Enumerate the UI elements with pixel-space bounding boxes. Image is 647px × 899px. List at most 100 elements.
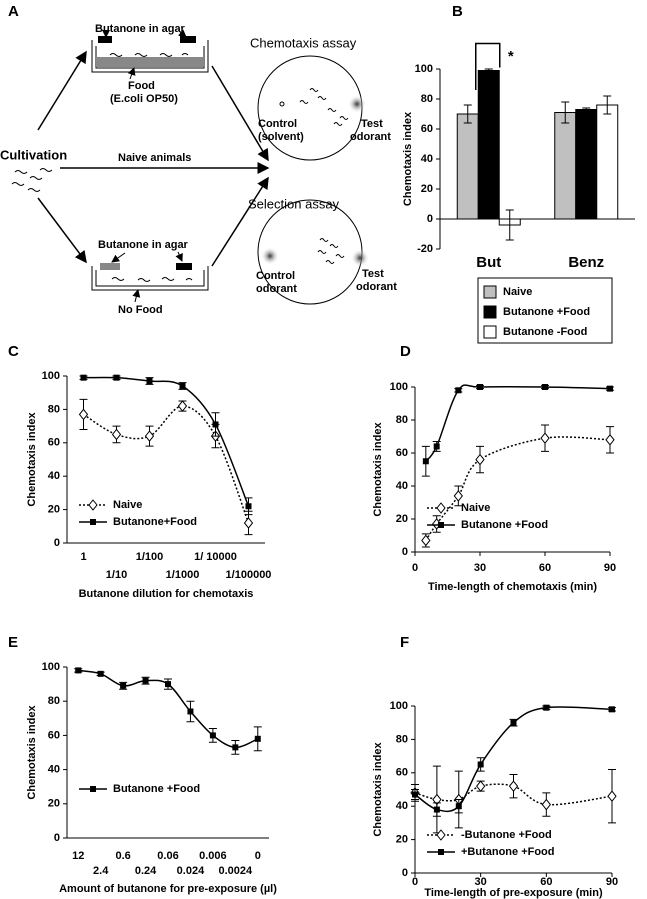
legend-marker bbox=[88, 499, 98, 511]
y-tick-label: 20 bbox=[396, 834, 408, 846]
legend-label: Naive bbox=[503, 286, 532, 298]
y-tick-label: 60 bbox=[48, 437, 60, 449]
x-tick-label: 1/10 bbox=[106, 569, 127, 581]
x-tick-label: 1/ 10000 bbox=[194, 551, 237, 563]
point bbox=[540, 432, 550, 444]
y-tick-label: 0 bbox=[54, 832, 60, 844]
legend-marker bbox=[438, 849, 444, 855]
y-axis-label: Chemotaxis index bbox=[26, 412, 38, 507]
y-axis-label: Chemotaxis index bbox=[402, 111, 414, 206]
x-tick-label: 30 bbox=[474, 562, 486, 574]
legend-swatch bbox=[483, 325, 497, 339]
point bbox=[144, 430, 155, 442]
legend-label: Butanone+Food bbox=[113, 516, 197, 528]
odorant-spot bbox=[261, 247, 279, 265]
y-tick-label: 40 bbox=[48, 764, 60, 776]
panel-a: A Butanone in agar Food (E.coli OP50) Ch… bbox=[0, 3, 397, 316]
error-bar bbox=[505, 209, 514, 241]
error-bar bbox=[582, 107, 591, 112]
point bbox=[212, 421, 219, 428]
agar-label: Butanone in agar bbox=[95, 23, 186, 35]
point bbox=[508, 780, 519, 792]
x-axis-label: Amount of butanone for pre-exposure (µl) bbox=[59, 883, 277, 895]
arrow bbox=[37, 50, 87, 131]
point bbox=[433, 443, 440, 450]
point bbox=[97, 670, 104, 677]
point bbox=[607, 385, 613, 392]
y-tick-label: 100 bbox=[415, 63, 433, 75]
dish bbox=[91, 40, 209, 73]
x-tick-label: 12 bbox=[72, 850, 84, 862]
x-tick-label: 0.0024 bbox=[219, 865, 254, 877]
food-layer bbox=[96, 57, 204, 67]
test-note: odorant bbox=[350, 131, 391, 143]
agar-block bbox=[98, 36, 112, 43]
y-tick-label: 0 bbox=[402, 546, 408, 558]
y-tick-label: 80 bbox=[421, 93, 433, 105]
y-tick-label: 100 bbox=[390, 700, 408, 712]
arrow bbox=[175, 251, 183, 262]
y-tick-label: 80 bbox=[396, 414, 408, 426]
point bbox=[111, 428, 122, 441]
point bbox=[475, 453, 485, 466]
assay-title: Selection assay bbox=[248, 196, 340, 211]
control-note: (solvent) bbox=[258, 131, 304, 143]
y-tick-label: -20 bbox=[417, 243, 433, 255]
food-source: (E.coli OP50) bbox=[110, 93, 178, 105]
bar bbox=[596, 104, 619, 220]
y-tick-label: 20 bbox=[421, 183, 433, 195]
y-tick-label: 20 bbox=[396, 513, 408, 525]
point bbox=[541, 798, 551, 811]
arrow bbox=[178, 29, 187, 38]
worms bbox=[111, 277, 193, 282]
y-tick-label: 100 bbox=[390, 381, 408, 393]
bar bbox=[554, 112, 577, 220]
x-tick-label: 60 bbox=[540, 876, 552, 888]
error-bar bbox=[603, 95, 612, 115]
point bbox=[232, 744, 239, 751]
error-bar bbox=[463, 104, 472, 124]
y-tick-label: 20 bbox=[48, 798, 60, 810]
annotation: * bbox=[508, 48, 514, 65]
agar-block bbox=[100, 263, 120, 270]
x-tick-label: 90 bbox=[604, 562, 616, 574]
error-bar bbox=[561, 101, 570, 124]
no-food-label: No Food bbox=[118, 304, 163, 316]
y-tick-label: 80 bbox=[396, 733, 408, 745]
y-tick-label: 60 bbox=[396, 447, 408, 459]
point bbox=[80, 374, 87, 381]
point bbox=[245, 503, 252, 510]
bar bbox=[575, 109, 598, 220]
y-tick-label: 0 bbox=[402, 867, 408, 879]
food-label: Food bbox=[128, 80, 155, 92]
x-tick-label: 1/100000 bbox=[226, 569, 272, 581]
x-tick-label: 0 bbox=[412, 876, 418, 888]
test-note: odorant bbox=[356, 281, 397, 293]
control-note: odorant bbox=[256, 283, 297, 295]
point bbox=[477, 761, 484, 768]
x-tick-label: Benz bbox=[568, 254, 604, 271]
x-tick-label: 2.4 bbox=[93, 865, 109, 877]
x-tick-label: 30 bbox=[475, 876, 487, 888]
x-tick-label: 1 bbox=[80, 551, 86, 563]
x-tick-label: 0.24 bbox=[135, 865, 157, 877]
y-axis-label: Chemotaxis index bbox=[372, 742, 384, 837]
x-tick-label: 0.024 bbox=[177, 865, 205, 877]
worms bbox=[109, 53, 189, 57]
legend-label: +Butanone +Food bbox=[461, 846, 555, 858]
legend-label: Naive bbox=[113, 499, 142, 511]
y-tick-label: 100 bbox=[42, 661, 60, 673]
y-axis-label: Chemotaxis index bbox=[26, 705, 38, 800]
point bbox=[510, 719, 517, 726]
x-axis-label: Butanone dilution for chemotaxis bbox=[79, 588, 254, 600]
point bbox=[543, 704, 550, 711]
legend-marker bbox=[90, 786, 96, 792]
legend-marker bbox=[438, 522, 444, 528]
legend-box bbox=[477, 277, 613, 344]
legend-label: Butanone +Food bbox=[113, 783, 200, 795]
legend-marker bbox=[90, 519, 96, 525]
point bbox=[146, 378, 153, 385]
point bbox=[165, 681, 171, 688]
point bbox=[254, 735, 261, 742]
point bbox=[605, 433, 615, 446]
